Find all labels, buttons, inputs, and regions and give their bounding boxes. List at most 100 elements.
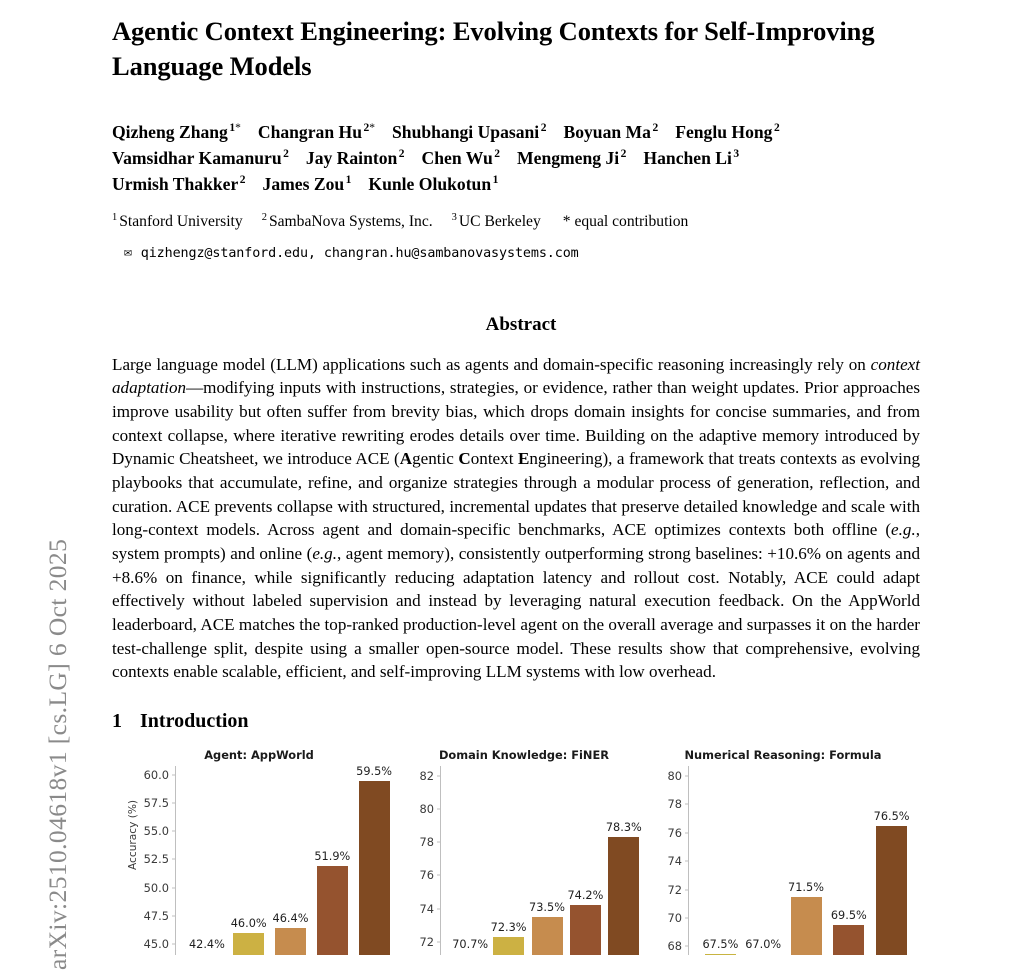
chart-bar: 59.5%	[356, 765, 392, 955]
equal-contribution-note: * equal contribution	[562, 212, 689, 230]
chart-y-tick-label: 45.0	[143, 936, 169, 951]
author-name: Shubhangi Upasani 2	[392, 121, 547, 142]
chart-y-tick-label: 74	[419, 901, 435, 916]
page-title: Agentic Context Engineering: Evolving Co…	[112, 16, 875, 81]
author-affiliation-marker: 2	[283, 147, 289, 160]
chart-y-tick-label: 57.5	[143, 796, 169, 811]
equal-contribution-marker: *	[369, 122, 375, 135]
section-number: 1	[112, 709, 122, 732]
chart-y-axis-spine	[175, 766, 176, 955]
chart-y-tick-mark	[437, 941, 440, 943]
arxiv-stamp: arXiv:2510.04618v1 [cs.LG] 6 Oct 2025	[0, 0, 96, 970]
chart-y-tick-mark	[172, 887, 175, 888]
abstract-heading: Abstract	[485, 313, 557, 335]
chart-y-tick-mark	[437, 775, 440, 777]
chart-y-tick-mark	[172, 774, 175, 776]
abstract-emphasis: e.g.	[312, 543, 337, 563]
author-name: James Zou 1	[262, 173, 352, 194]
author-line: Urmish Thakker 2 James Zou 1 Kunle Olukotun 1	[112, 172, 930, 198]
chart-bar-group: 67.5% 67.0% 71.5% 69.5% 76.5%	[689, 766, 918, 955]
chart-title: Agent: AppWorld	[204, 748, 314, 762]
chart-y-tick-mark	[437, 841, 440, 843]
chart-title: Numerical Reasoning: Formula	[684, 748, 882, 762]
chart-y-axis-spine	[688, 766, 689, 955]
author-affiliation-marker: 1*	[229, 122, 241, 135]
author-affiliation-marker: 2	[652, 122, 659, 135]
chart-panel: Agent: AppWorld Accuracy (%) 45.0 47.5 50.0 5…	[118, 742, 400, 955]
affiliation-marker: 2	[261, 211, 267, 223]
chart-title: Domain Knowledge: FiNER	[438, 748, 610, 762]
author-affiliation-marker: 2	[494, 147, 501, 160]
chart-bar: 73.5%	[529, 901, 565, 955]
chart-y-tick-mark	[172, 943, 175, 945]
author-name: Qizheng Zhang 1*	[112, 121, 241, 142]
chart-y-tick-mark	[437, 808, 440, 810]
chart-y-tick-label: 47.5	[143, 908, 169, 923]
chart-y-tick-mark	[685, 889, 688, 891]
affiliation-marker: 1	[112, 211, 118, 223]
abstract-strong: A	[399, 449, 413, 469]
author-name: Chen Wu 2	[421, 147, 501, 168]
chart-bar-group: 70.7% 72.3% 73.5% 74.2% 78.3%	[441, 766, 648, 955]
chart-bar-value-label: 78.3%	[605, 821, 642, 835]
author-affiliation-marker: 3	[733, 147, 740, 160]
author-line: Qizheng Zhang 1* Changran Hu 2* Shubhangi Up…	[112, 120, 930, 146]
chart-bar-value-label: 46.4%	[272, 912, 309, 925]
author-affiliation-marker: 2	[540, 122, 547, 135]
chart-y-tick-mark	[172, 858, 175, 860]
chart-y-tick-label: 76	[419, 868, 435, 883]
author-name: Mengmeng Ji 2	[517, 147, 627, 168]
author-affiliation-marker: 2	[620, 147, 627, 160]
chart-bar-value-label: 51.9%	[314, 850, 351, 864]
chart-bar: 71.5%	[788, 881, 824, 955]
abstract-span: , agent memory), consistently outperform…	[112, 543, 920, 682]
abstract-span: ngineering), a framework that treats con…	[112, 449, 921, 540]
chart-y-tick-mark	[437, 874, 440, 876]
chart-bar-value-label: 67.5%	[702, 937, 739, 951]
chart-y-tick-mark	[685, 775, 688, 777]
chart-y-tick-mark	[172, 830, 175, 832]
chart-bar: 72.3%	[491, 921, 527, 955]
chart-bar: 46.4%	[273, 912, 308, 955]
abstract-span: Large language model (LLM) applications …	[112, 354, 871, 374]
chart-bar: 69.5%	[831, 909, 867, 955]
author-name: Vamsidhar Kamanuru 2	[112, 147, 289, 168]
abstract-span: ontext	[470, 449, 518, 469]
author-affiliation-marker: 2	[773, 122, 780, 135]
author-affiliation-marker: 2	[398, 147, 405, 160]
affiliation-item: 2 SambaNova Systems, Inc.	[261, 211, 433, 230]
chart-panel: Domain Knowledge: FiNER 72 74 76 78 80 82 70.7%…	[400, 742, 648, 955]
author-name: Kunle Olukotun 1	[368, 173, 499, 194]
paper-body: Agentic Context Engineering: Evolving Co…	[112, 0, 930, 733]
chart-panel: Numerical Reasoning: Formula 68 70 72 74 76 78…	[648, 742, 918, 955]
chart-y-axis-label: Accuracy (%)	[127, 799, 139, 870]
author-name: Fenglu Hong 2	[675, 121, 780, 142]
chart-bar: 74.2%	[567, 889, 603, 955]
chart-y-tick-label: 55.0	[143, 824, 169, 839]
arxiv-identifier-text: arXiv:2510.04618v1 [cs.LG] 6 Oct 2025	[43, 538, 72, 970]
envelope-icon: ✉	[124, 244, 132, 260]
abstract-span: gentic	[412, 449, 459, 469]
chart-y-tick-label: 74	[667, 854, 683, 869]
author-name: Jay Rainton 2	[305, 147, 405, 168]
affiliation-item: 3 UC Berkeley	[451, 211, 541, 230]
chart-y-tick-label: 50.0	[143, 880, 169, 895]
chart-y-tick-label: 80	[419, 802, 435, 817]
author-affiliation-marker: 1	[345, 173, 352, 186]
email-addresses: qizhengz@stanford.edu, changran.hu@samba…	[140, 245, 579, 261]
chart-y-tick-label: 68	[667, 939, 683, 954]
affiliation-marker: 3	[451, 211, 457, 223]
chart-y-tick-label: 72	[419, 934, 435, 949]
author-affiliation-marker: 2*	[363, 122, 376, 135]
chart-bar-group: 42.4% 46.0% 46.4% 51.9% 59.5%	[176, 765, 400, 955]
chart-bar-value-label: 42.4%	[188, 938, 225, 951]
chart-bar-value-label: 74.2%	[567, 889, 604, 903]
chart-bar-value-label: 67.0%	[745, 938, 782, 951]
chart-y-tick-label: 82	[419, 768, 435, 783]
chart-y-tick-mark	[172, 915, 175, 917]
chart-y-tick-mark	[685, 860, 688, 862]
figure-bar-charts: Agent: AppWorld Accuracy (%) 45.0 47.5 50.0 5…	[118, 742, 918, 955]
chart-bar: 78.3%	[606, 821, 642, 955]
chart-y-tick-mark	[685, 917, 688, 919]
chart-bar-value-label: 59.5%	[356, 764, 393, 778]
